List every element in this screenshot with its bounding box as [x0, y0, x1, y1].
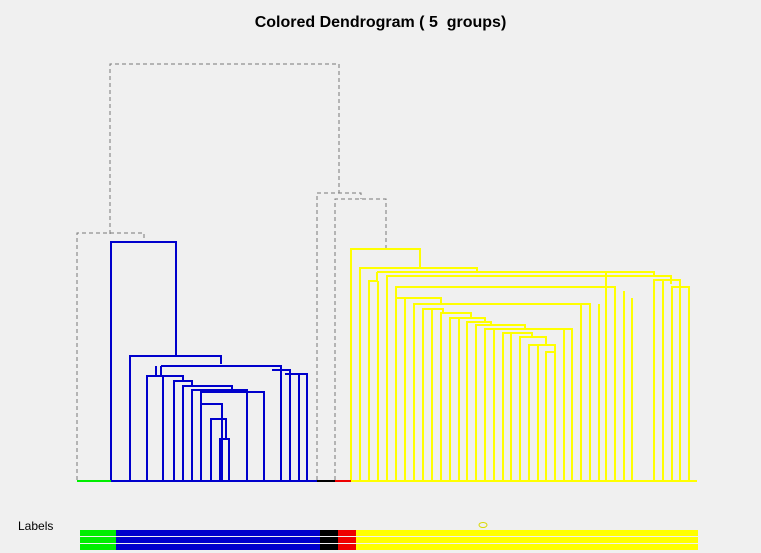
- chart-title: Colored Dendrogram ( 5 groups): [254, 14, 507, 31]
- yellow-group-branches: [350, 248, 690, 480]
- left-cluster-link: [76, 232, 145, 480]
- label-marker: [478, 522, 488, 528]
- color-bar-row: [80, 537, 698, 543]
- color-bar-row: [80, 530, 698, 536]
- upper-links-dashed: [76, 63, 387, 480]
- color-bar-row: [80, 544, 698, 550]
- right-cluster-link: [316, 192, 362, 480]
- blue-group-branches: [110, 241, 308, 480]
- yellow-top-link: [350, 248, 421, 480]
- root-link: [109, 63, 340, 234]
- blue-top-link: [110, 241, 177, 480]
- red-yellow-link: [334, 198, 387, 480]
- group-color-bars: [80, 522, 698, 550]
- labels-caption: Labels: [18, 519, 54, 533]
